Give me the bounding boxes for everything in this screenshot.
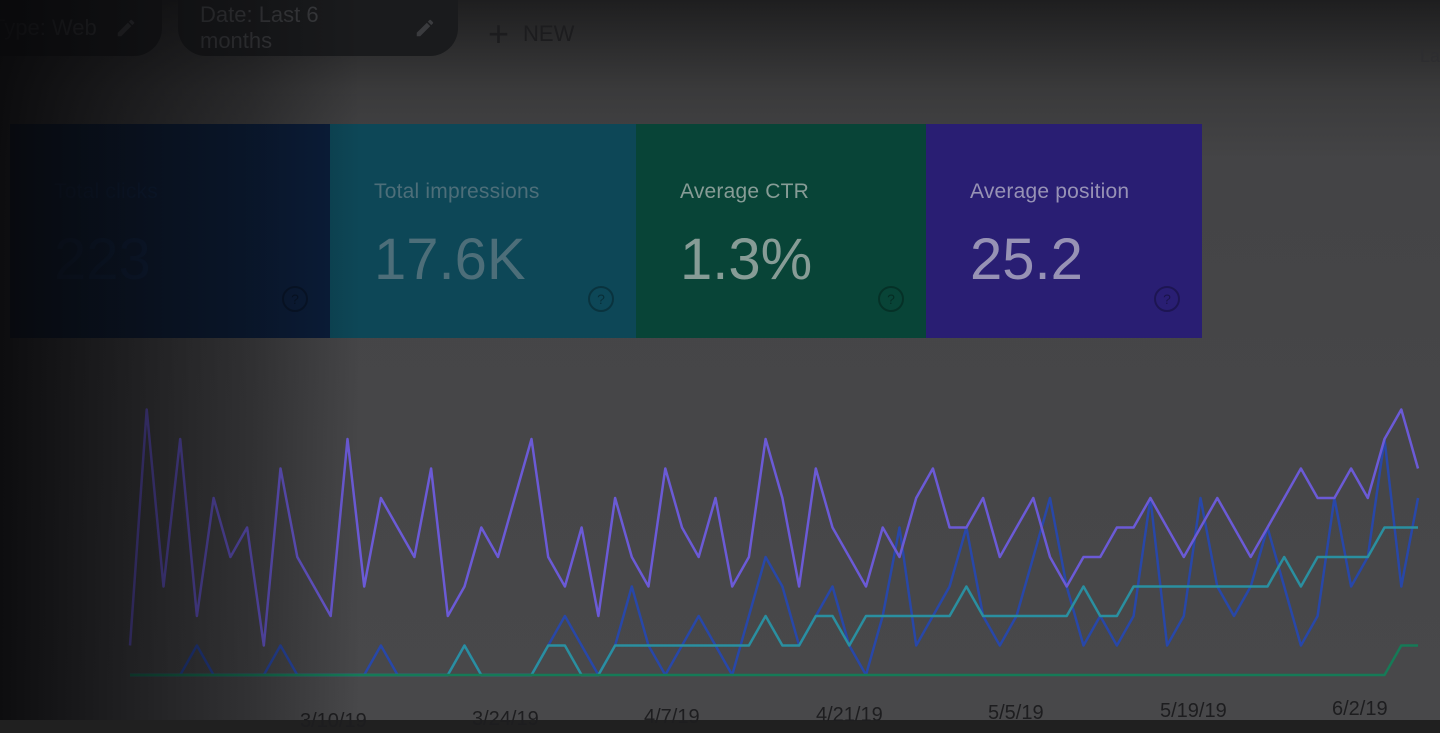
metric-card-total-clicks[interactable]: Total clicks 223 ? xyxy=(10,124,330,338)
performance-chart[interactable]: 3/10/19 3/24/19 4/7/19 4/21/19 5/5/19 5/19/19… xyxy=(0,340,1440,732)
help-icon[interactable]: ? xyxy=(282,286,308,312)
edit-pencil-icon[interactable] xyxy=(414,17,436,39)
filter-bar: Type: Web Date: Last 6 months + NEW La xyxy=(0,0,1440,95)
metric-title: Total clicks xyxy=(54,180,158,203)
x-tick-label: 3/10/19 xyxy=(300,710,367,732)
x-tick-label: 4/7/19 xyxy=(644,706,700,728)
x-tick-label: 4/21/19 xyxy=(816,704,883,726)
metric-value: 223 xyxy=(54,227,151,292)
metric-card-average-ctr[interactable]: Average CTR 1.3% ? xyxy=(636,124,926,338)
metric-value: 25.2 xyxy=(970,227,1083,292)
plus-icon: + xyxy=(488,13,510,54)
metric-card-average-position[interactable]: Average position 25.2 ? xyxy=(926,124,1202,338)
metric-title: Average CTR xyxy=(680,180,810,203)
metric-cards: Total clicks 223 ? Total impressions 17.… xyxy=(10,124,1202,338)
date-filter-chip[interactable]: Date: Last 6 months xyxy=(178,0,458,56)
metric-card-total-impressions[interactable]: Total impressions 17.6K ? xyxy=(330,124,636,338)
series-line-average-position xyxy=(130,644,1418,677)
new-filter-label: NEW xyxy=(523,21,575,46)
corner-text: La xyxy=(1420,46,1440,66)
series-line-total-clicks xyxy=(130,437,1420,677)
type-filter-label: Type: Web xyxy=(0,15,97,40)
date-filter-label: Date: Last 6 months xyxy=(200,2,319,53)
type-filter-chip[interactable]: Type: Web xyxy=(0,0,162,56)
series-line-total-impressions xyxy=(128,408,1420,647)
help-icon[interactable]: ? xyxy=(588,286,614,312)
help-icon[interactable]: ? xyxy=(878,286,904,312)
chart-plot xyxy=(128,408,1420,677)
metric-value: 1.3% xyxy=(680,227,813,292)
x-tick-label: 6/2/19 xyxy=(1332,698,1388,720)
metric-value: 17.6K xyxy=(374,227,526,292)
x-tick-label: 5/19/19 xyxy=(1160,700,1227,722)
edit-pencil-icon[interactable] xyxy=(115,17,137,39)
help-icon[interactable]: ? xyxy=(1154,286,1180,312)
metric-title: Total impressions xyxy=(374,180,540,203)
metric-title: Average position xyxy=(970,180,1130,203)
header-divider xyxy=(0,94,1440,96)
x-tick-label: 5/5/19 xyxy=(988,702,1044,724)
new-filter-button[interactable]: + NEW xyxy=(488,14,574,54)
